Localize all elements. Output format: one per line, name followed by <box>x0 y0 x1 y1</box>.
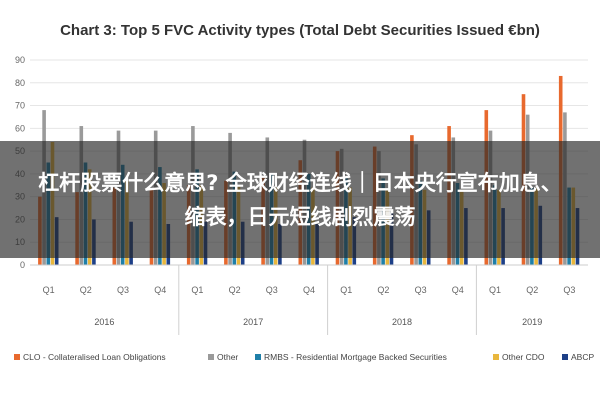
x-tick-label: Q4 <box>154 285 166 295</box>
x-tick-label: Q2 <box>80 285 92 295</box>
y-tick-label: 60 <box>15 123 25 133</box>
x-tick-label: Q2 <box>229 285 241 295</box>
headline-text: 杠杆股票什么意思? 全球财经连线｜日本央行宣布加息、缩表，日元短线剧烈震荡 <box>38 170 562 229</box>
x-tick-label: Q2 <box>377 285 389 295</box>
legend-label: Other <box>217 352 238 362</box>
x-tick-label: Q1 <box>489 285 501 295</box>
legend-label: RMBS - Residential Mortgage Backed Secur… <box>264 352 447 362</box>
x-axis: Q1 Q2 Q3 Q4 Q1 Q2 Q3 Q4 Q1 Q2 Q3 Q4 Q1 Q2 Q3 2016 2017 20… <box>30 264 588 335</box>
x-tick-label: Q4 <box>452 285 464 295</box>
legend-swatch <box>208 354 214 360</box>
x-tick-label: Q3 <box>266 285 278 295</box>
year-label: 2017 <box>243 317 263 327</box>
legend-swatch <box>562 354 568 360</box>
y-tick-label: 80 <box>15 78 25 88</box>
x-tick-label: Q4 <box>303 285 315 295</box>
legend-swatch <box>255 354 261 360</box>
year-label: 2016 <box>94 317 114 327</box>
y-tick-label: 70 <box>15 101 25 111</box>
x-tick-label: Q3 <box>415 285 427 295</box>
x-tick-label: Q2 <box>526 285 538 295</box>
legend: CLO - Collateralised Loan Obligations Oth… <box>14 352 594 362</box>
x-tick-label: Q3 <box>117 285 129 295</box>
x-tick-label: Q1 <box>43 285 55 295</box>
x-tick-label: Q3 <box>563 285 575 295</box>
legend-swatch <box>493 354 499 360</box>
headline-overlay: 杠杆股票什么意思? 全球财经连线｜日本央行宣布加息、缩表，日元短线剧烈震荡 <box>0 141 600 258</box>
legend-label: Other CDO <box>502 352 545 362</box>
year-label: 2018 <box>392 317 412 327</box>
year-label: 2019 <box>522 317 542 327</box>
x-tick-label: Q1 <box>191 285 203 295</box>
y-tick-label: 0 <box>20 260 25 270</box>
legend-label: CLO - Collateralised Loan Obligations <box>23 352 166 362</box>
legend-swatch <box>14 354 20 360</box>
x-tick-label: Q1 <box>340 285 352 295</box>
legend-label: ABCP <box>571 352 594 362</box>
chart-title: Chart 3: Top 5 FVC Activity types (Total… <box>60 22 540 39</box>
y-tick-label: 90 <box>15 55 25 65</box>
